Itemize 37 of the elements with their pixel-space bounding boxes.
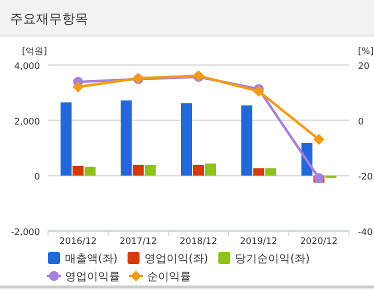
bar: [120, 100, 132, 176]
y-tick-label: 2,000: [14, 117, 40, 128]
y-tick-label: 0: [34, 172, 40, 183]
point: [253, 86, 264, 97]
x-tick-label: 2018/12: [180, 237, 218, 247]
x-tick-label: 2020/12: [300, 237, 338, 247]
legend-label: 당기순이익(좌): [235, 252, 310, 265]
y2-tick-label: 20: [358, 62, 370, 72]
bar: [181, 103, 192, 176]
y2-tick-label: -40: [358, 228, 373, 238]
legend-label: 영업이익(좌): [144, 252, 208, 265]
legend-label: 영업이익률: [65, 270, 120, 283]
point: [72, 81, 84, 92]
y2-tick-label: -20: [358, 172, 373, 183]
legend-label: 순이익률: [147, 270, 191, 283]
bar: [84, 166, 96, 176]
point: [314, 173, 324, 184]
bar: [265, 168, 276, 176]
legend-label: 매출액(좌): [65, 252, 118, 265]
point: [313, 134, 324, 145]
y-tick-label: 4,000: [14, 62, 40, 72]
bar: [241, 105, 252, 176]
y2-tick-label: 0: [358, 117, 364, 128]
y-tick-label: -2,000: [10, 228, 40, 238]
bar: [253, 168, 264, 176]
x-tick-label: 2019/12: [240, 237, 278, 247]
bar: [205, 163, 216, 176]
bar: [72, 166, 84, 176]
bar: [144, 164, 156, 176]
bar: [60, 102, 72, 176]
y2-axis-title: [%]: [358, 47, 374, 57]
bar: [132, 164, 144, 176]
bar: [193, 164, 204, 176]
x-tick-label: 2016/12: [59, 237, 97, 247]
y-axis-title: [억원]: [22, 47, 48, 57]
chart-title: 주요재무항목: [10, 12, 88, 27]
x-tick-label: 2017/12: [120, 237, 157, 247]
